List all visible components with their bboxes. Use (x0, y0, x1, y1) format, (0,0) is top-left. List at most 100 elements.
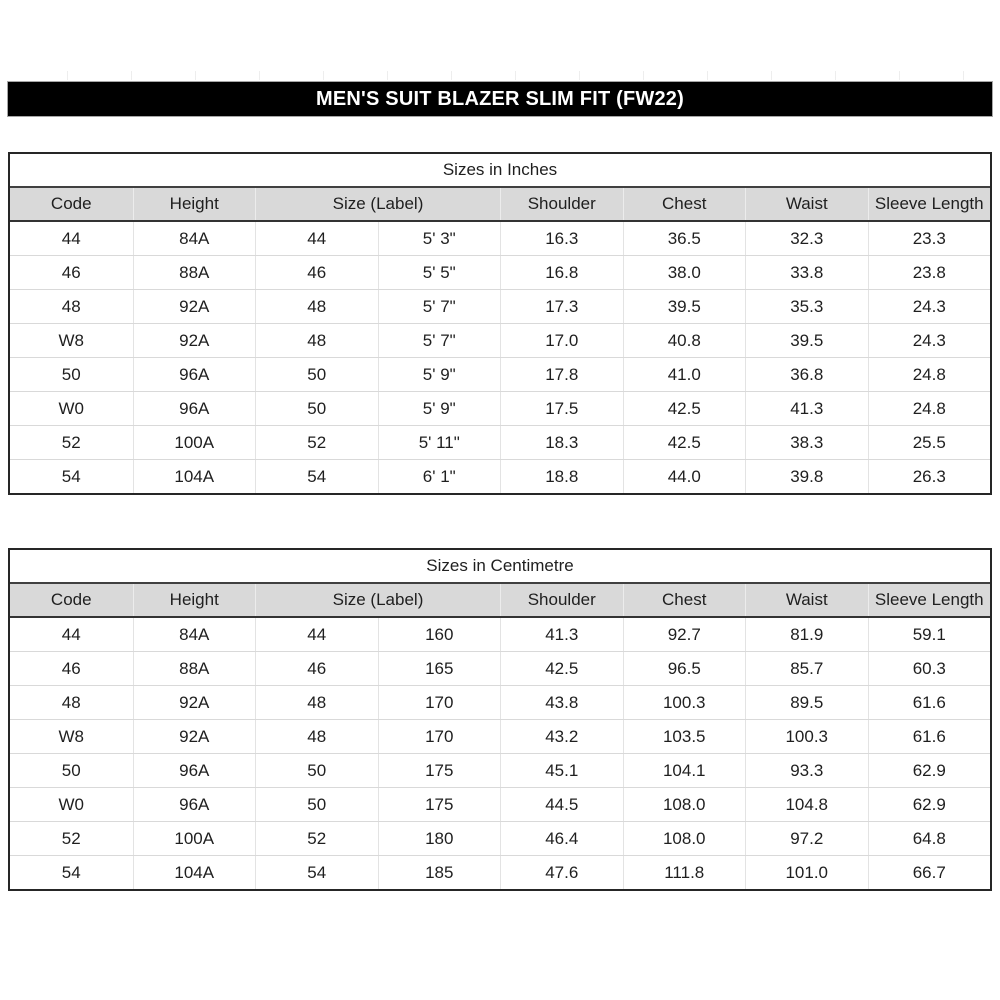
table-cell: 84A (132, 222, 256, 255)
table-cell: 104.8 (745, 788, 868, 821)
table-cell: 92A (132, 290, 256, 323)
table-cell: 46 (255, 256, 378, 289)
col-header-sleeve-length: Sleeve Length (867, 584, 991, 616)
table-cell: 50 (255, 788, 378, 821)
col-header-size-label: Size (Label) (255, 188, 500, 220)
table-row: W8 92A 48 5' 7" 17.0 40.8 39.5 24.3 (10, 323, 990, 357)
table-cell: 50 (255, 754, 378, 787)
table-cell: 92A (132, 720, 256, 753)
table-cell: 46 (255, 652, 378, 685)
table-cell: 108.0 (622, 788, 746, 821)
table-cell: 96A (132, 754, 256, 787)
table-row: 48 92A 48 170 43.8 100.3 89.5 61.6 (10, 685, 990, 719)
table-row: W0 96A 50 175 44.5 108.0 104.8 62.9 (10, 787, 990, 821)
table-cell: 41.3 (745, 392, 868, 425)
table-row: 50 96A 50 175 45.1 104.1 93.3 62.9 (10, 753, 990, 787)
table-cell: 96.5 (622, 652, 746, 685)
centimetre-size-table: Sizes in Centimetre Code Height Size (La… (8, 548, 992, 891)
table-cell: 43.8 (500, 686, 623, 719)
table-cell: 52 (61, 829, 81, 848)
table-cell: 42.5 (500, 652, 623, 685)
table-cell: 44.5 (500, 788, 623, 821)
table-cell: 62.9 (867, 754, 991, 787)
table-row: 52 100A 52 180 46.4 108.0 97.2 64.8 (10, 821, 990, 855)
table-cell: 100A (132, 822, 256, 855)
table-row: 50 96A 50 5' 9" 17.8 41.0 36.8 24.8 (10, 357, 990, 391)
table-cell: 62.9 (867, 788, 991, 821)
table-cell: 101.0 (745, 856, 868, 889)
table-cell: 42.5 (622, 392, 746, 425)
table-cell: 50 (255, 358, 378, 391)
table-cell: 64.8 (867, 822, 991, 855)
table-cell: 5' 9" (377, 392, 501, 425)
table-cell: 41.3 (500, 618, 623, 651)
table-cell: 44 (255, 618, 378, 651)
table-cell: 45.1 (500, 754, 623, 787)
table-cell: 46.4 (500, 822, 623, 855)
table-cell: 54 (61, 467, 81, 486)
table-cell: 170 (377, 686, 501, 719)
table-cell: 185 (377, 856, 501, 889)
inches-size-table: Sizes in Inches Code Height Size (Label)… (8, 152, 992, 495)
table-cell: 44 (61, 229, 81, 248)
table-cell: 5' 11" (377, 426, 501, 459)
table-cell: 47.6 (500, 856, 623, 889)
table-cell: 50 (61, 365, 81, 384)
table-cell: 25.5 (867, 426, 991, 459)
table-cell: 59.1 (867, 618, 991, 651)
table-title-centimetre: Sizes in Centimetre (10, 550, 990, 584)
col-header-code: Code (50, 590, 92, 609)
col-header-height: Height (132, 188, 256, 220)
table-header-row: Code Height Size (Label) Shoulder Chest … (10, 584, 990, 618)
table-cell: 48 (255, 324, 378, 357)
table-cell: 46 (61, 659, 81, 678)
table-cell: W0 (58, 795, 85, 814)
table-cell: 38.3 (745, 426, 868, 459)
table-cell: 96A (132, 358, 256, 391)
page-title: MEN'S SUIT BLAZER SLIM FIT (FW22) (315, 87, 684, 110)
table-cell: 89.5 (745, 686, 868, 719)
table-cell: 92A (132, 686, 256, 719)
table-cell: 96A (132, 392, 256, 425)
table-cell: 18.3 (500, 426, 623, 459)
table-cell: 52 (255, 822, 378, 855)
table-body: 44 84A 44 160 41.3 92.7 81.9 59.1 46 88A 46 165 42.5… (10, 618, 990, 889)
table-cell: 24.8 (867, 358, 991, 391)
table-cell: 88A (132, 652, 256, 685)
table-cell: 44.0 (622, 460, 746, 493)
col-header-waist: Waist (745, 188, 868, 220)
table-cell: 46 (61, 263, 81, 282)
table-cell: 48 (61, 693, 81, 712)
table-header-row: Code Height Size (Label) Shoulder Chest … (10, 188, 990, 222)
table-cell: 170 (377, 720, 501, 753)
table-cell: 54 (255, 856, 378, 889)
table-cell: 61.6 (867, 720, 991, 753)
table-cell: 44 (61, 625, 81, 644)
table-row: 48 92A 48 5' 7" 17.3 39.5 35.3 24.3 (10, 289, 990, 323)
col-header-sleeve-length: Sleeve Length (867, 188, 991, 220)
table-cell: 50 (255, 392, 378, 425)
col-header-height: Height (132, 584, 256, 616)
table-row: W8 92A 48 170 43.2 103.5 100.3 61.6 (10, 719, 990, 753)
table-cell: 36.8 (745, 358, 868, 391)
table-cell: 100.3 (622, 686, 746, 719)
table-cell: 60.3 (867, 652, 991, 685)
table-cell: 36.5 (622, 222, 746, 255)
table-cell: 41.0 (622, 358, 746, 391)
table-body: 44 84A 44 5' 3" 16.3 36.5 32.3 23.3 46 88A 46 5' 5"… (10, 222, 990, 493)
table-cell: 52 (255, 426, 378, 459)
table-cell: 100A (132, 426, 256, 459)
table-cell: 44 (255, 222, 378, 255)
table-row: 52 100A 52 5' 11" 18.3 42.5 38.3 25.5 (10, 425, 990, 459)
table-cell: 54 (255, 460, 378, 493)
table-cell: 5' 7" (377, 290, 501, 323)
table-cell: 165 (377, 652, 501, 685)
table-cell: 50 (61, 761, 81, 780)
table-row: W0 96A 50 5' 9" 17.5 42.5 41.3 24.8 (10, 391, 990, 425)
table-cell: 17.3 (500, 290, 623, 323)
table-cell: 48 (255, 686, 378, 719)
table-cell: 18.8 (500, 460, 623, 493)
table-cell: 54 (61, 863, 81, 882)
table-cell: 104A (132, 856, 256, 889)
